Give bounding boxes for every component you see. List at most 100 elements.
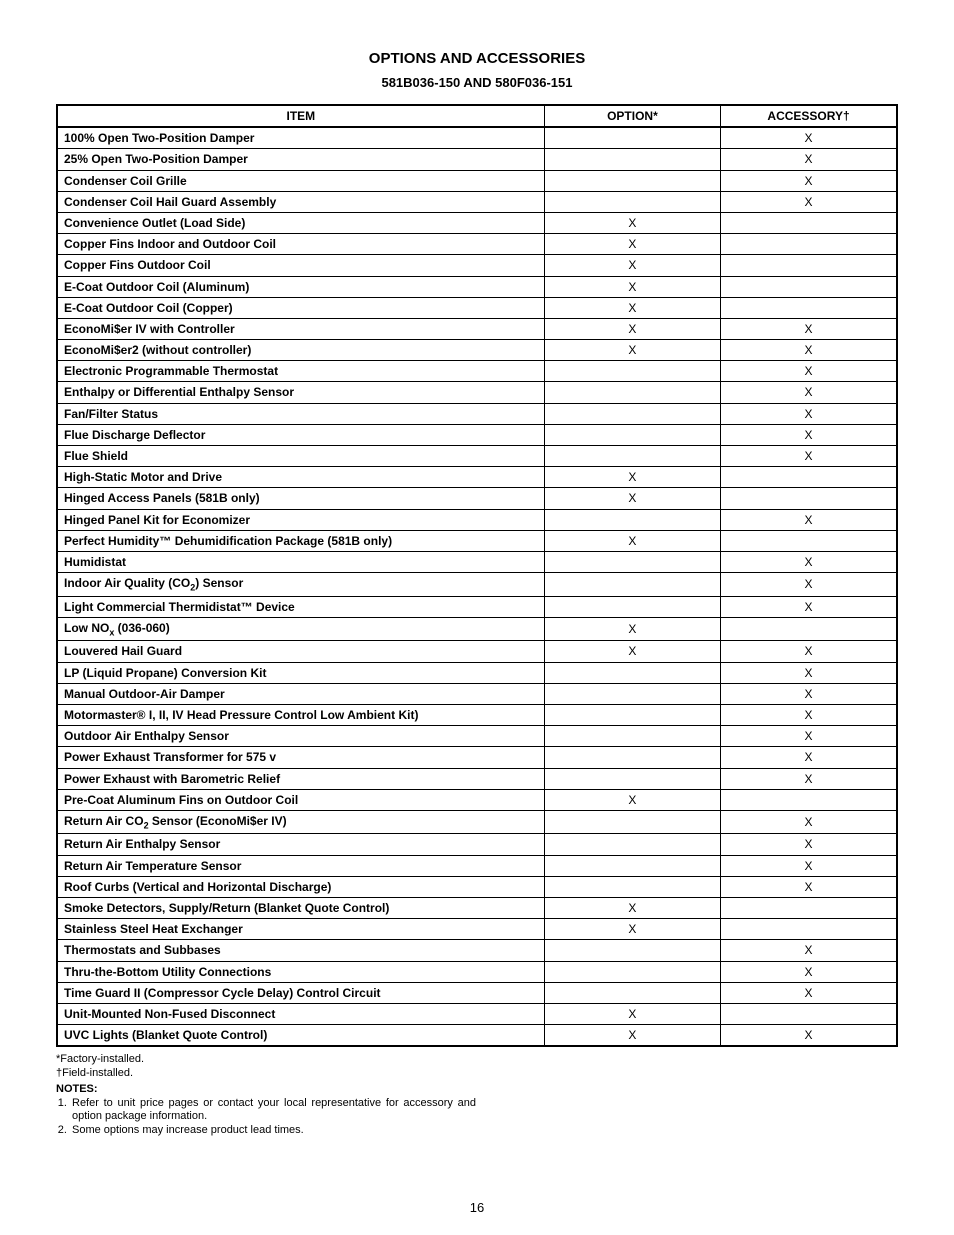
option-cell [544, 127, 720, 149]
accessory-cell: X [721, 361, 897, 382]
option-cell: X [544, 1025, 720, 1047]
table-row: Pre-Coat Aluminum Fins on Outdoor CoilX [57, 789, 897, 810]
option-cell: X [544, 789, 720, 810]
accessory-cell [721, 467, 897, 488]
option-cell [544, 509, 720, 530]
accessory-cell: X [721, 446, 897, 467]
footnote-star: *Factory-installed. [56, 1053, 476, 1067]
option-cell: X [544, 1003, 720, 1024]
item-cell: Light Commercial Thermidistat™ Device [57, 596, 544, 617]
table-row: Fan/Filter Status X [57, 403, 897, 424]
table-row: Enthalpy or Differential Enthalpy Sensor… [57, 382, 897, 403]
option-cell: X [544, 212, 720, 233]
accessory-cell [721, 234, 897, 255]
accessory-cell: X [721, 768, 897, 789]
table-row: Stainless Steel Heat ExchangerX [57, 919, 897, 940]
option-cell: X [544, 530, 720, 551]
option-cell [544, 810, 720, 834]
table-row: Condenser Coil Grille X [57, 170, 897, 191]
option-cell [544, 961, 720, 982]
accessory-cell [721, 297, 897, 318]
option-cell [544, 747, 720, 768]
option-cell [544, 573, 720, 597]
table-row: Time Guard II (Compressor Cycle Delay) C… [57, 982, 897, 1003]
option-cell [544, 551, 720, 572]
accessory-cell: X [721, 127, 897, 149]
accessory-cell [721, 897, 897, 918]
accessory-cell: X [721, 318, 897, 339]
item-cell: Condenser Coil Grille [57, 170, 544, 191]
option-cell [544, 170, 720, 191]
item-cell: Hinged Panel Kit for Economizer [57, 509, 544, 530]
table-row: Perfect Humidity™ Dehumidification Packa… [57, 530, 897, 551]
table-row: Roof Curbs (Vertical and Horizontal Disc… [57, 876, 897, 897]
option-cell: X [544, 641, 720, 662]
header-accessory: ACCESSORY† [721, 105, 897, 127]
option-cell [544, 855, 720, 876]
item-cell: Humidistat [57, 551, 544, 572]
footnotes: *Factory-installed. †Field-installed. NO… [56, 1053, 476, 1138]
accessory-cell [721, 1003, 897, 1024]
accessory-cell [721, 789, 897, 810]
option-cell [544, 596, 720, 617]
item-cell: Thermostats and Subbases [57, 940, 544, 961]
accessory-cell [721, 919, 897, 940]
accessory-cell: X [721, 382, 897, 403]
option-cell [544, 726, 720, 747]
table-row: Low NOx (036-060)X [57, 617, 897, 641]
table-body: 100% Open Two-Position DamperX25% Open T… [57, 127, 897, 1046]
accessory-cell [721, 617, 897, 641]
table-row: Light Commercial Thermidistat™ Device X [57, 596, 897, 617]
accessory-cell: X [721, 170, 897, 191]
table-row: Humidistat X [57, 551, 897, 572]
option-cell [544, 361, 720, 382]
accessory-cell: X [721, 149, 897, 170]
option-cell: X [544, 276, 720, 297]
option-cell [544, 704, 720, 725]
accessory-cell: X [721, 403, 897, 424]
item-cell: Return Air CO2 Sensor (EconoMi$er IV) [57, 810, 544, 834]
table-row: Condenser Coil Hail Guard AssemblyX [57, 191, 897, 212]
table-row: E-Coat Outdoor Coil (Copper)X [57, 297, 897, 318]
accessory-cell: X [721, 1025, 897, 1047]
table-row: Thermostats and Subbases X [57, 940, 897, 961]
page-title: OPTIONS AND ACCESSORIES [56, 50, 898, 67]
accessory-cell: X [721, 573, 897, 597]
accessory-cell: X [721, 982, 897, 1003]
table-row: High-Static Motor and DriveX [57, 467, 897, 488]
item-cell: Low NOx (036-060) [57, 617, 544, 641]
item-cell: 25% Open Two-Position Damper [57, 149, 544, 170]
item-cell: Return Air Enthalpy Sensor [57, 834, 544, 855]
accessory-cell: X [721, 551, 897, 572]
table-row: 100% Open Two-Position DamperX [57, 127, 897, 149]
item-cell: E-Coat Outdoor Coil (Aluminum) [57, 276, 544, 297]
accessory-cell: X [721, 662, 897, 683]
accessory-cell: X [721, 596, 897, 617]
footnote-dagger: †Field-installed. [56, 1067, 476, 1081]
accessory-cell: X [721, 340, 897, 361]
item-cell: LP (Liquid Propane) Conversion Kit [57, 662, 544, 683]
item-cell: Unit-Mounted Non-Fused Disconnect [57, 1003, 544, 1024]
item-cell: Louvered Hail Guard [57, 641, 544, 662]
item-cell: Copper Fins Outdoor Coil [57, 255, 544, 276]
option-cell [544, 191, 720, 212]
accessory-cell: X [721, 810, 897, 834]
option-cell: X [544, 297, 720, 318]
item-cell: Power Exhaust Transformer for 575 v [57, 747, 544, 768]
table-row: LP (Liquid Propane) Conversion Kit X [57, 662, 897, 683]
table-row: Hinged Access Panels (581B only)X [57, 488, 897, 509]
page-subtitle: 581B036-150 AND 580F036-151 [56, 75, 898, 90]
option-cell [544, 940, 720, 961]
item-cell: Enthalpy or Differential Enthalpy Sensor [57, 382, 544, 403]
accessory-cell [721, 488, 897, 509]
note-item: Refer to unit price pages or contact you… [70, 1097, 476, 1125]
table-row: Flue Discharge DeflectorX [57, 424, 897, 445]
table-row: Hinged Panel Kit for EconomizerX [57, 509, 897, 530]
accessory-cell: X [721, 940, 897, 961]
table-row: Unit-Mounted Non-Fused DisconnectX [57, 1003, 897, 1024]
item-cell: Fan/Filter Status [57, 403, 544, 424]
option-cell: X [544, 488, 720, 509]
option-cell [544, 876, 720, 897]
notes-list: Refer to unit price pages or contact you… [70, 1097, 476, 1138]
option-cell: X [544, 234, 720, 255]
